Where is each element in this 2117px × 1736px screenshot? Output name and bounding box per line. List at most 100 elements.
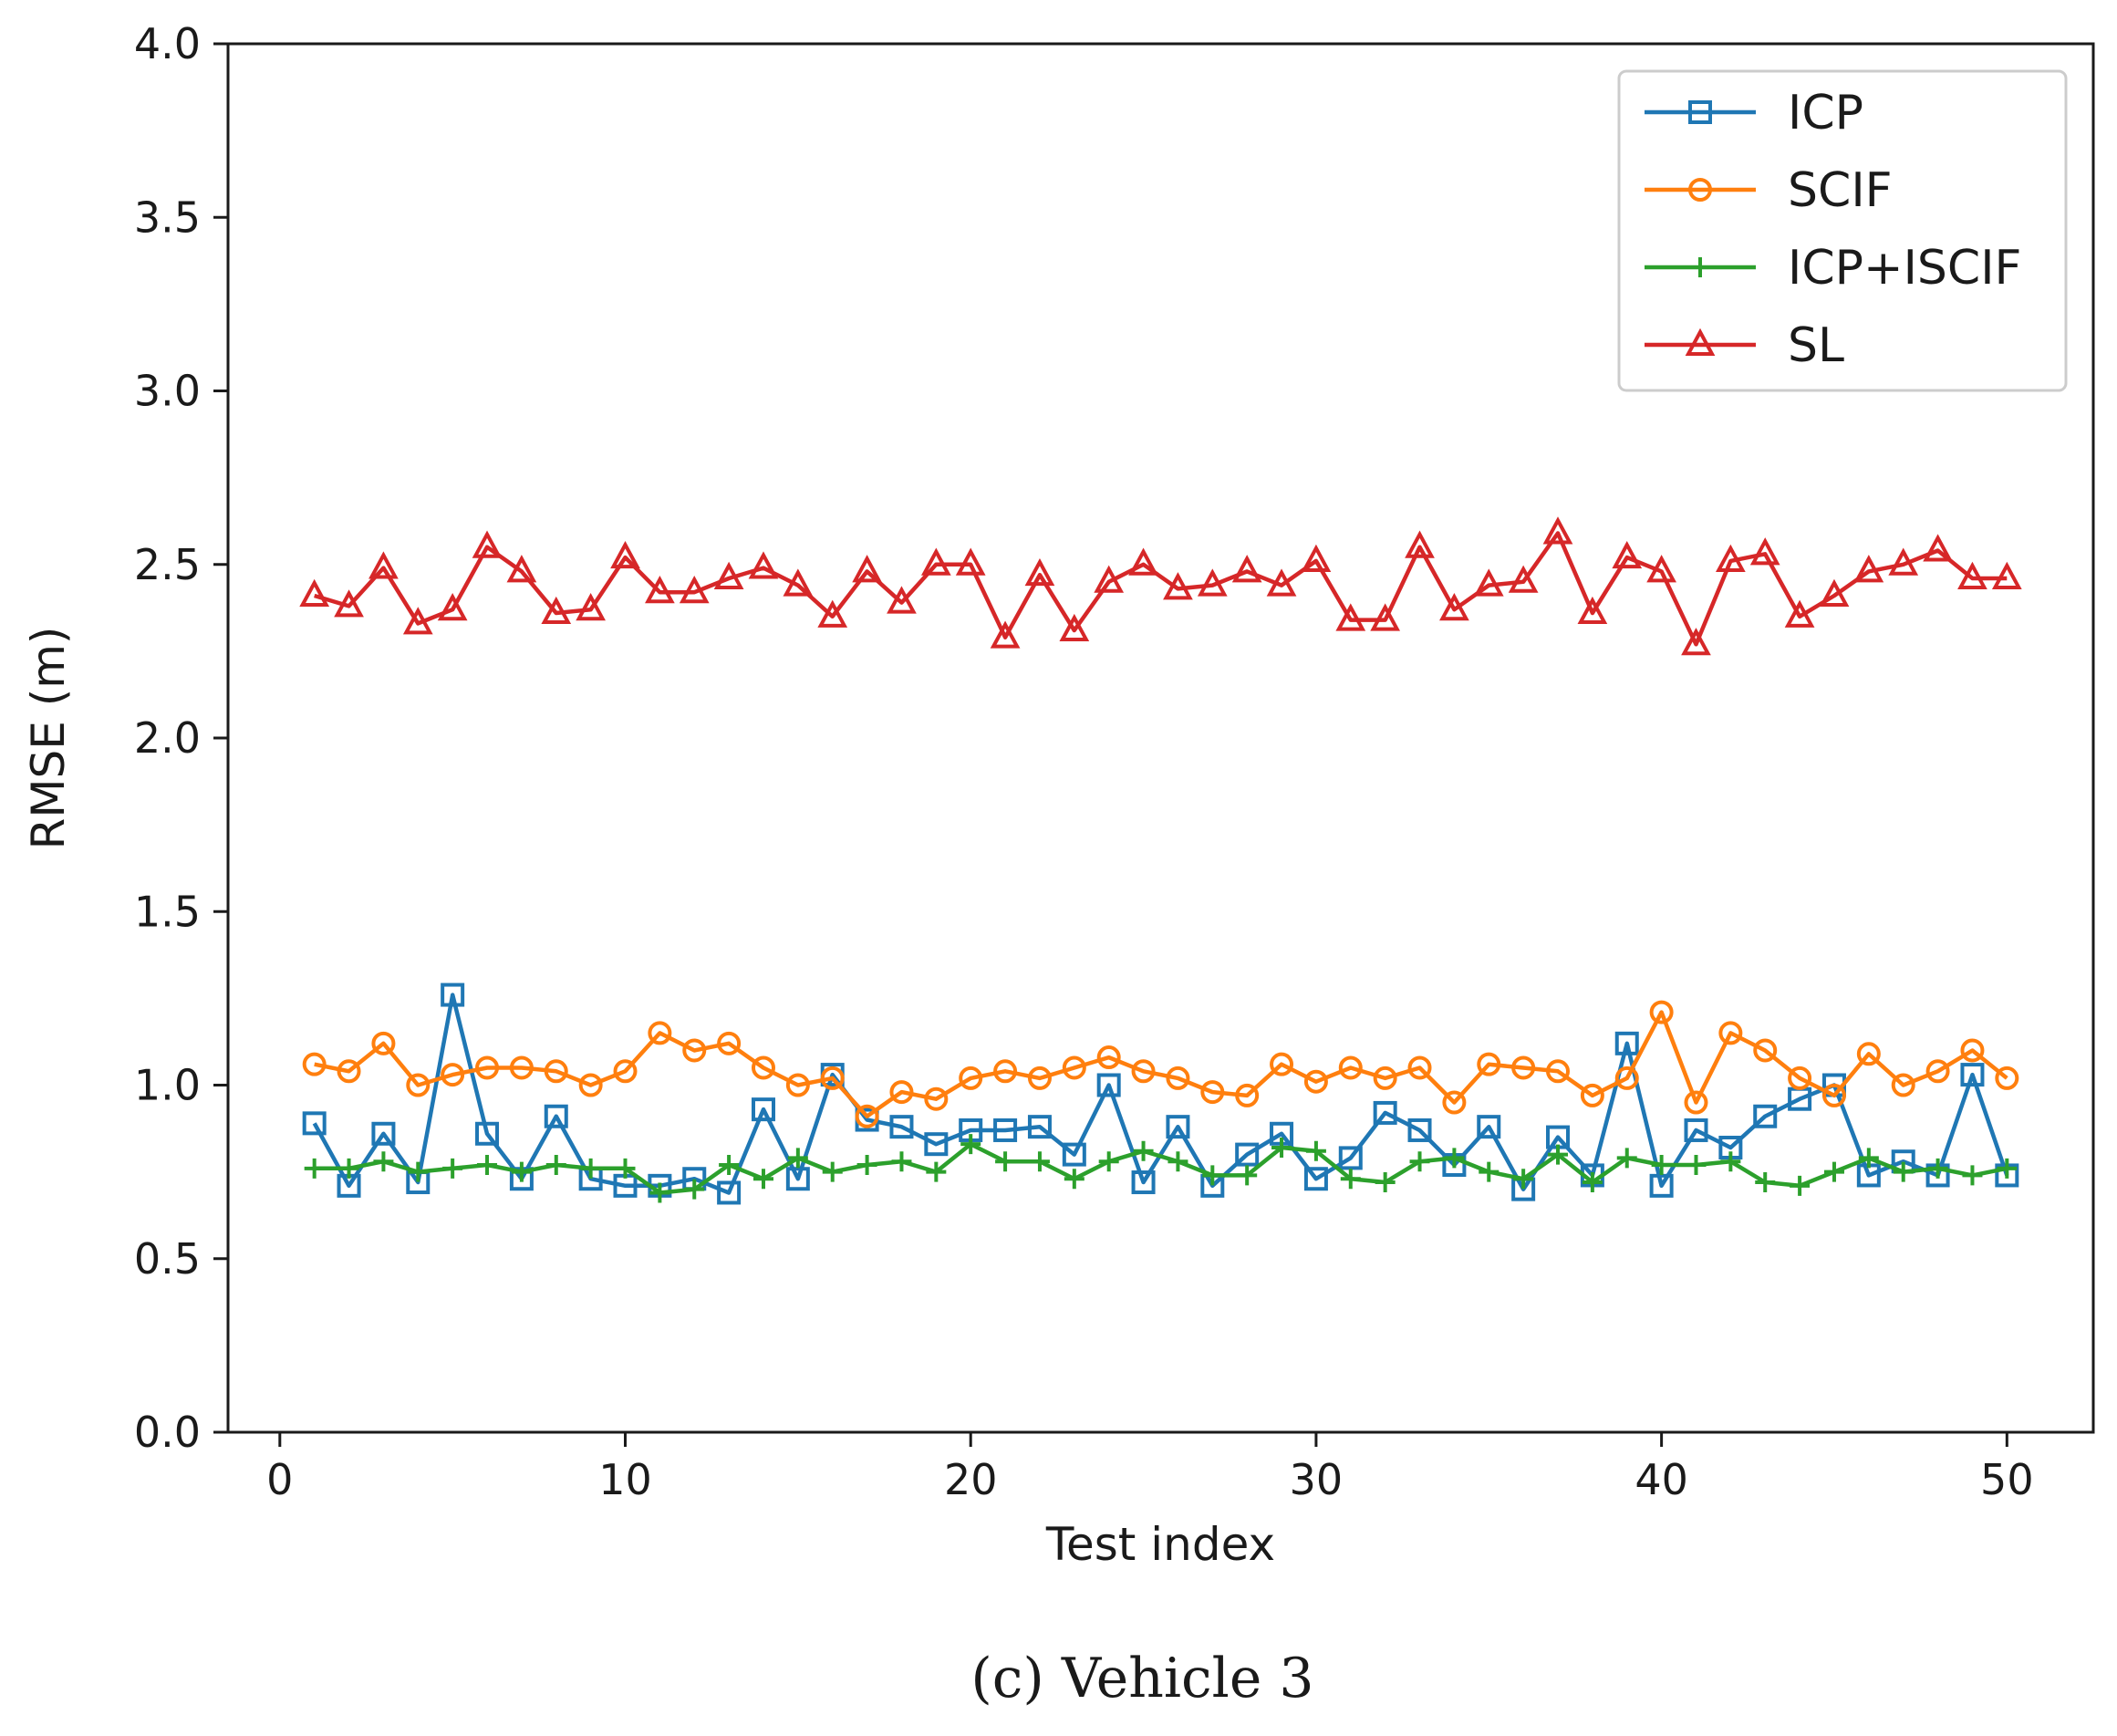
data-point-icp (1062, 1142, 1086, 1167)
data-point-icp-iscif (1997, 1158, 2018, 1179)
data-point-icp (371, 1121, 396, 1146)
data-point-scif (1200, 1080, 1225, 1105)
data-point-icp-iscif (1548, 1144, 1569, 1165)
data-point-icp (1753, 1104, 1778, 1128)
data-point-icp (441, 982, 465, 1007)
data-point-sl (1128, 547, 1158, 576)
data-point-icp-iscif (1305, 1140, 1326, 1161)
data-point-sl (299, 578, 330, 607)
legend-label-icp-iscif: ICP+ISCIF (1788, 241, 2021, 296)
data-point-sl (783, 568, 814, 597)
data-point-icp-iscif (1409, 1151, 1430, 1172)
data-point-scif (1718, 1021, 1743, 1045)
data-point-sl (334, 589, 364, 618)
data-point-sl (920, 547, 951, 576)
data-point-icp (1373, 1100, 1397, 1125)
data-point-scif (406, 1073, 431, 1097)
data-point-icp (475, 1121, 500, 1146)
data-point-icp-iscif (1237, 1165, 1258, 1186)
data-point-icp (302, 1111, 327, 1136)
data-point-sl (1577, 596, 1608, 625)
data-point-scif (1373, 1066, 1397, 1090)
series-line-scif (314, 1010, 2008, 1118)
data-point-icp-iscif (787, 1148, 808, 1169)
data-point-scif (1338, 1055, 1363, 1080)
data-point-sl (1646, 555, 1676, 583)
data-point-sl (1819, 578, 1850, 607)
data-point-scif (855, 1104, 879, 1128)
data-point-scif (371, 1031, 396, 1055)
data-point-icp-iscif (1962, 1165, 1983, 1186)
data-point-sl (990, 620, 1021, 649)
data-point-scif (613, 1059, 638, 1084)
data-point-icp-iscif (477, 1155, 498, 1176)
y-tick-label: 4.0 (134, 19, 201, 68)
data-point-scif (1821, 1083, 1846, 1107)
data-point-scif (1407, 1055, 1432, 1080)
data-point-scif (475, 1055, 500, 1080)
legend-box (1617, 69, 2068, 392)
data-point-icp (1235, 1142, 1260, 1167)
data-point-icp-iscif (304, 1158, 325, 1179)
data-point-scif (302, 1052, 327, 1076)
data-point-icp-iscif (926, 1161, 947, 1182)
data-point-icp-iscif (1790, 1175, 1811, 1196)
data-point-scif (682, 1038, 707, 1063)
data-point-sl (1405, 530, 1435, 558)
data-point-sl (1784, 599, 1815, 628)
data-point-icp-iscif (1582, 1172, 1603, 1193)
data-point-sl (1681, 628, 1711, 656)
data-point-scif (1580, 1083, 1604, 1107)
data-point-scif (1166, 1066, 1190, 1090)
data-point-icp-iscif (1098, 1151, 1119, 1172)
data-point-sl (645, 575, 675, 604)
data-point-sl (402, 607, 433, 635)
data-point-sl (541, 596, 572, 625)
data-point-icp-iscif (891, 1151, 912, 1172)
data-point-sl (1957, 561, 1987, 589)
data-point-scif (1235, 1083, 1260, 1107)
legend-marker-scif (1688, 178, 1712, 202)
data-point-icp (1684, 1117, 1708, 1142)
data-point-icp (1027, 1115, 1052, 1139)
data-point-icp-iscif (822, 1161, 843, 1182)
data-point-sl (1612, 540, 1643, 569)
data-point-scif (1925, 1059, 1950, 1084)
legend-marker-sl (1685, 327, 1716, 356)
legend-label-scif: SCIF (1788, 163, 1893, 218)
data-point-icp-iscif (1375, 1172, 1396, 1193)
data-point-scif (1096, 1045, 1121, 1070)
data-point-sl (1231, 555, 1262, 583)
data-point-sl (1094, 565, 1125, 593)
legend-marker-icp-iscif (1690, 257, 1710, 277)
data-point-scif (1788, 1066, 1812, 1090)
data-point-icp-iscif (719, 1155, 740, 1176)
data-point-icp-iscif (1893, 1161, 1914, 1182)
data-point-icp (1960, 1063, 1985, 1087)
data-point-sl (1749, 537, 1780, 566)
data-point-sl (1853, 555, 1884, 583)
data-point-icp (1303, 1167, 1328, 1191)
data-point-scif (924, 1086, 949, 1111)
data-point-scif (1995, 1066, 2019, 1090)
data-point-icp (889, 1115, 914, 1139)
data-point-icp (993, 1117, 1018, 1142)
data-point-sl (713, 561, 744, 589)
data-point-icp-iscif (960, 1134, 981, 1155)
data-point-icp-iscif (684, 1179, 705, 1200)
data-point-icp-iscif (1858, 1148, 1879, 1169)
data-point-icp (1131, 1170, 1156, 1195)
data-point-scif (959, 1066, 983, 1090)
x-tick-label: 0 (266, 1455, 293, 1504)
y-tick-label: 1.0 (134, 1061, 201, 1110)
data-point-scif (1614, 1066, 1639, 1090)
data-point-icp-iscif (1133, 1140, 1154, 1161)
data-point-icp-iscif (1823, 1161, 1844, 1182)
data-point-scif (1442, 1090, 1467, 1115)
data-point-sl (472, 530, 503, 558)
y-tick-label: 3.5 (134, 192, 201, 242)
legend: ICP SCIF ICP+ISCIF SL (1617, 69, 2068, 392)
data-point-scif (820, 1066, 845, 1090)
data-point-icp-iscif (752, 1169, 773, 1190)
y-tick-label: 2.0 (134, 713, 201, 763)
